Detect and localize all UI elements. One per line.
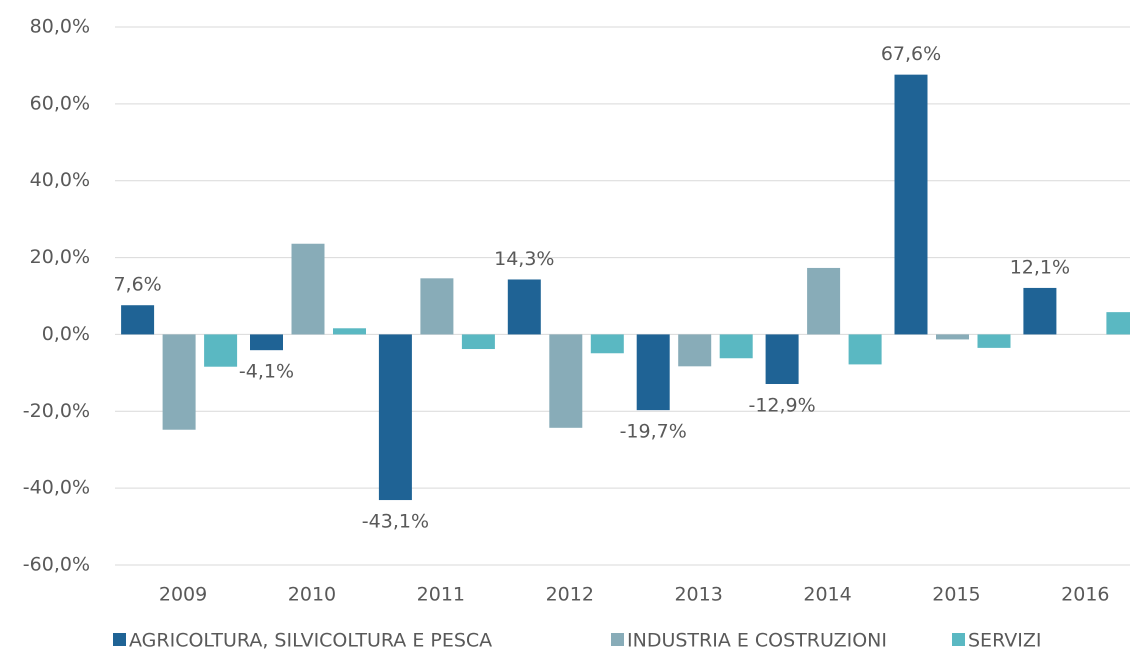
- data-label: -12,9%: [748, 395, 815, 417]
- bar: [678, 334, 712, 367]
- legend-label: INDUSTRIA E COSTRUZIONI: [627, 630, 887, 652]
- bar: [121, 305, 155, 335]
- x-tick-label: 2016: [1061, 584, 1109, 606]
- legend-swatch: [952, 633, 965, 646]
- bar: [590, 334, 624, 354]
- bar: [549, 334, 583, 428]
- data-label: 67,6%: [881, 43, 941, 65]
- data-label: 12,1%: [1010, 256, 1070, 278]
- bar: [204, 334, 238, 367]
- bar: [507, 279, 541, 335]
- data-label: 14,3%: [494, 248, 554, 270]
- y-tick-label: 60,0%: [30, 92, 90, 114]
- bar: [977, 334, 1011, 348]
- bar: [378, 334, 412, 501]
- bar: [807, 267, 841, 335]
- bar: [420, 278, 454, 335]
- y-tick-label: 0,0%: [42, 323, 90, 345]
- x-tick-label: 2014: [803, 584, 851, 606]
- bar: [1106, 312, 1130, 335]
- x-tick-label: 2010: [288, 584, 336, 606]
- legend-label: SERVIZI: [968, 630, 1041, 652]
- x-tick-label: 2013: [674, 584, 722, 606]
- bar: [162, 334, 196, 430]
- y-tick-label: -60,0%: [23, 554, 90, 576]
- legend-swatch: [113, 633, 126, 646]
- bar: [291, 243, 325, 335]
- y-tick-label: 40,0%: [30, 169, 90, 191]
- data-label: -43,1%: [362, 511, 429, 533]
- bar: [765, 334, 799, 385]
- bar: [250, 334, 283, 351]
- bar: [461, 334, 495, 350]
- x-tick-label: 2011: [417, 584, 465, 606]
- x-tick-label: 2009: [159, 584, 207, 606]
- y-tick-label: 80,0%: [30, 16, 90, 38]
- legend-label: AGRICOLTURA, SILVICOLTURA E PESCA: [129, 630, 492, 652]
- y-tick-label: 20,0%: [30, 246, 90, 268]
- bar: [848, 334, 882, 365]
- bar: [333, 328, 366, 335]
- bar: [936, 334, 969, 340]
- bar: [636, 334, 670, 411]
- y-tick-label: -40,0%: [23, 477, 90, 499]
- legend-swatch: [611, 633, 624, 646]
- data-label: -4,1%: [239, 361, 294, 383]
- x-tick-label: 2012: [546, 584, 594, 606]
- y-tick-label: -20,0%: [23, 400, 90, 422]
- data-label: -19,7%: [620, 421, 687, 443]
- bar: [719, 334, 753, 359]
- bar: [1023, 287, 1057, 335]
- x-tick-label: 2015: [932, 584, 980, 606]
- data-label: 7,6%: [113, 274, 161, 296]
- bar: [894, 74, 928, 335]
